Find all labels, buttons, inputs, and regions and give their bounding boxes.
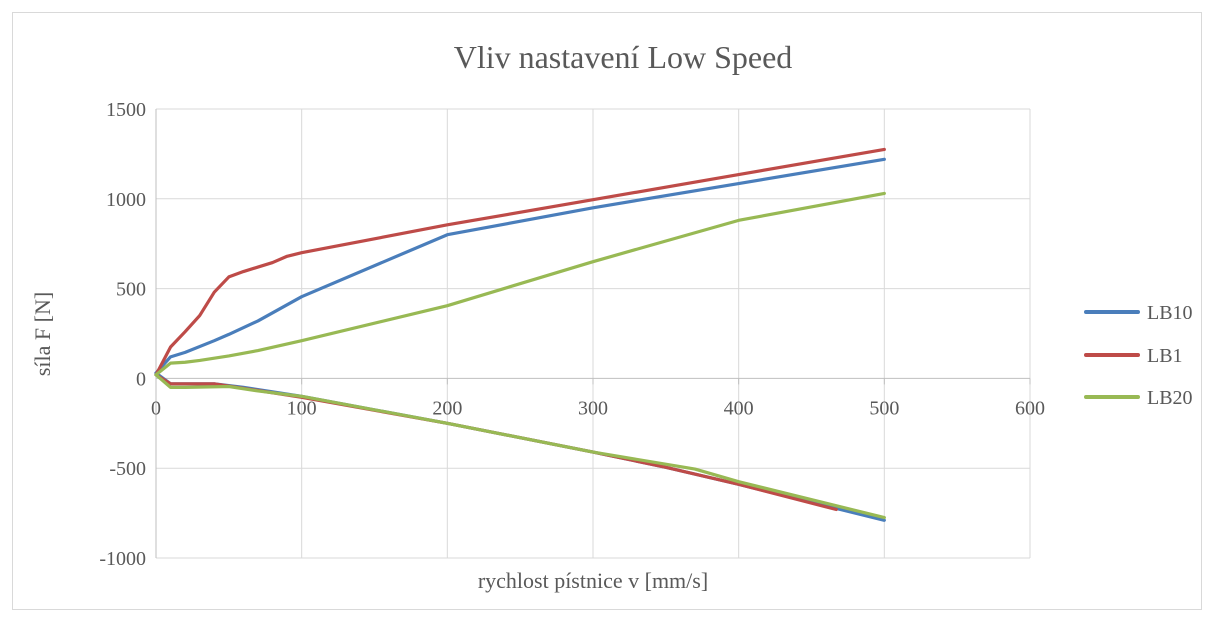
x-tick-label: 0 [151, 397, 161, 419]
tick-labels: -1000 -500 0 500 1000 1500 0 100 200 300 400 500 600 [99, 99, 1045, 570]
series-layer [154, 147, 886, 522]
series-line-lb10-compression [154, 157, 886, 375]
y-tick-label: 1500 [106, 99, 146, 121]
series-line-lb20-compression [154, 191, 886, 377]
x-tick-label: 600 [1015, 397, 1045, 419]
y-tick-label: 500 [116, 279, 146, 301]
y-tick-label: 1000 [106, 189, 146, 211]
grid-layer [156, 108, 1031, 559]
y-tick-label: -500 [109, 458, 146, 480]
x-tick-label: 200 [432, 397, 462, 419]
x-tick-label: 300 [578, 397, 608, 419]
legend-label-lb1: LB1 [1147, 345, 1183, 367]
series-line-lb1-rebound [154, 373, 838, 512]
legend-label-lb20: LB20 [1147, 387, 1193, 409]
x-tick-label: 500 [869, 397, 899, 419]
x-tick-label: 100 [287, 397, 317, 419]
y-axis-label: síla F [N] [30, 292, 55, 376]
series-line-lb20-rebound [154, 373, 886, 520]
chart-frame [12, 12, 1202, 610]
legend-item-lb1: LB1 [1084, 345, 1183, 367]
chart-title: Vliv nastavení Low Speed [454, 39, 793, 75]
axis-layer [155, 109, 1031, 558]
series-line-lb10-rebound [154, 371, 886, 522]
y-tick-label: 0 [136, 368, 146, 390]
legend-item-lb20: LB20 [1084, 387, 1193, 409]
x-tick-label: 400 [724, 397, 754, 419]
legend: LB10 LB1 LB20 [1084, 302, 1193, 409]
y-tick-label: -1000 [99, 548, 146, 570]
x-axis-label: rychlost pístnice v [mm/s] [478, 568, 708, 593]
legend-label-lb10: LB10 [1147, 302, 1193, 324]
legend-item-lb10: LB10 [1084, 302, 1193, 324]
series-line-lb1-compression [154, 147, 886, 377]
